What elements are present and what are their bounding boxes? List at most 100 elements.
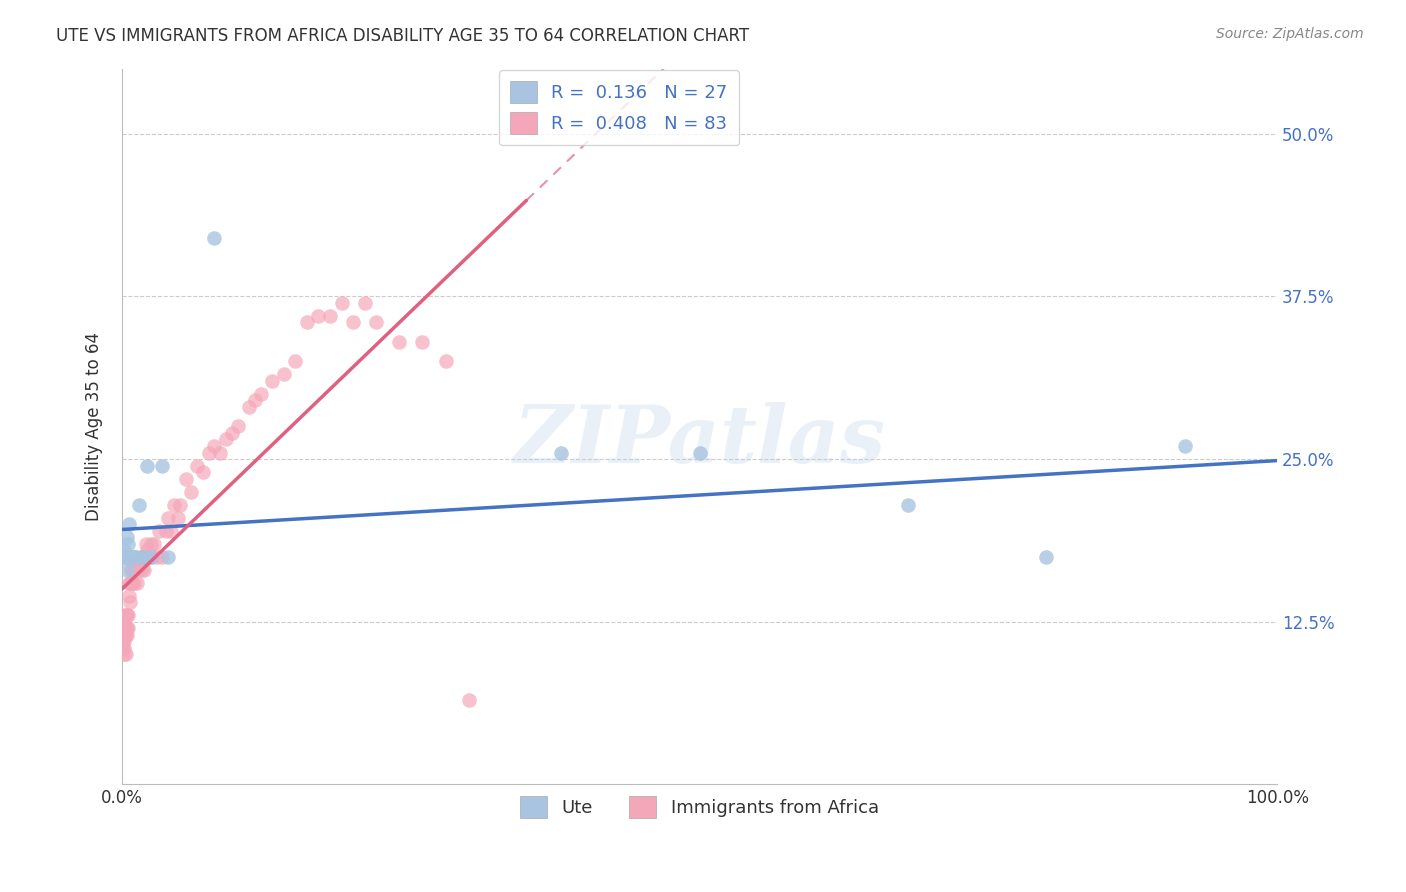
Point: [249, 387, 271, 401]
Point: [411, 334, 433, 349]
Point: [120, 575, 142, 590]
Point: [114, 628, 136, 642]
Point: [204, 439, 226, 453]
Point: [550, 445, 572, 459]
Point: [118, 575, 141, 590]
Point: [120, 549, 142, 564]
Point: [221, 425, 243, 440]
Point: [118, 517, 141, 532]
Point: [122, 549, 145, 564]
Point: [120, 595, 142, 609]
Point: [209, 445, 232, 459]
Point: [215, 433, 238, 447]
Point: [120, 563, 142, 577]
Point: [115, 530, 138, 544]
Point: [120, 575, 142, 590]
Point: [897, 498, 920, 512]
Point: [117, 608, 139, 623]
Point: [114, 549, 136, 564]
Point: [186, 458, 208, 473]
Point: [112, 628, 135, 642]
Point: [114, 608, 136, 623]
Point: [121, 575, 143, 590]
Point: [243, 393, 266, 408]
Point: [342, 315, 364, 329]
Point: [143, 536, 166, 550]
Point: [163, 498, 186, 512]
Point: [118, 589, 141, 603]
Point: [114, 621, 136, 635]
Point: [112, 543, 135, 558]
Point: [134, 549, 156, 564]
Point: [204, 231, 226, 245]
Point: [122, 556, 145, 570]
Point: [152, 458, 174, 473]
Point: [112, 647, 135, 661]
Point: [121, 549, 143, 564]
Point: [131, 563, 153, 577]
Text: ZIPatlas: ZIPatlas: [513, 402, 886, 480]
Point: [145, 549, 167, 564]
Point: [115, 628, 138, 642]
Point: [138, 549, 160, 564]
Point: [353, 295, 375, 310]
Point: [139, 549, 162, 564]
Point: [134, 549, 156, 564]
Point: [135, 536, 157, 550]
Point: [125, 549, 148, 564]
Point: [112, 621, 135, 635]
Point: [117, 621, 139, 635]
Point: [262, 374, 284, 388]
Point: [121, 563, 143, 577]
Point: [112, 634, 135, 648]
Point: [136, 543, 159, 558]
Point: [159, 524, 181, 538]
Point: [273, 368, 295, 382]
Point: [112, 628, 135, 642]
Y-axis label: Disability Age 35 to 64: Disability Age 35 to 64: [86, 332, 103, 521]
Point: [129, 549, 152, 564]
Point: [139, 536, 162, 550]
Point: [1035, 549, 1057, 564]
Point: [127, 563, 149, 577]
Point: [191, 465, 214, 479]
Point: [112, 640, 135, 655]
Point: [112, 621, 135, 635]
Point: [112, 549, 135, 564]
Point: [284, 354, 307, 368]
Point: [132, 549, 155, 564]
Point: [157, 510, 180, 524]
Point: [166, 510, 188, 524]
Point: [124, 549, 146, 564]
Point: [330, 295, 353, 310]
Point: [117, 536, 139, 550]
Point: [120, 549, 142, 564]
Point: [128, 556, 150, 570]
Text: Source: ZipAtlas.com: Source: ZipAtlas.com: [1216, 27, 1364, 41]
Point: [434, 354, 457, 368]
Point: [307, 309, 329, 323]
Point: [169, 498, 191, 512]
Point: [388, 334, 411, 349]
Point: [112, 628, 135, 642]
Point: [124, 563, 146, 577]
Point: [112, 634, 135, 648]
Point: [319, 309, 342, 323]
Legend: Ute, Immigrants from Africa: Ute, Immigrants from Africa: [513, 789, 886, 825]
Point: [114, 647, 136, 661]
Point: [226, 419, 249, 434]
Point: [1174, 439, 1197, 453]
Point: [689, 445, 711, 459]
Point: [238, 400, 260, 414]
Point: [125, 556, 148, 570]
Point: [112, 615, 135, 629]
Point: [174, 471, 197, 485]
Point: [115, 621, 138, 635]
Point: [112, 640, 135, 655]
Point: [132, 563, 155, 577]
Point: [180, 484, 202, 499]
Point: [128, 498, 150, 512]
Point: [112, 608, 135, 623]
Point: [117, 549, 139, 564]
Point: [136, 458, 159, 473]
